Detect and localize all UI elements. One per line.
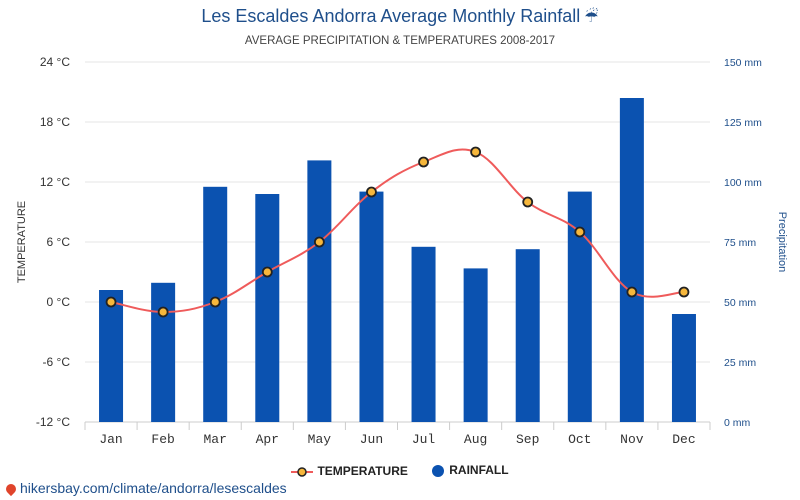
- y-tick-label-right: 75 mm: [724, 237, 756, 249]
- temperature-point: [678, 286, 690, 298]
- x-tick-label: May: [308, 432, 332, 447]
- x-tick-label: Nov: [620, 432, 644, 447]
- rainfall-bar: [307, 160, 332, 422]
- location-pin-icon: [3, 482, 19, 497]
- chart-title: Les Escaldes Andorra Average Monthly Rai…: [0, 6, 800, 27]
- temperature-point: [261, 266, 273, 278]
- y-axis-title-right: Precipitation: [776, 212, 788, 273]
- temperature-point: [366, 186, 377, 198]
- temperature-point: [209, 296, 221, 308]
- y-tick-label-right: 100 mm: [724, 177, 762, 189]
- temperature-point: [157, 306, 169, 318]
- rainfall-bar: [359, 191, 384, 422]
- y-tick-label-left: -12 °C: [36, 415, 70, 429]
- rainfall-bar: [151, 282, 176, 422]
- x-tick-label: Jul: [412, 432, 436, 447]
- y-tick-label-right: 150 mm: [724, 57, 762, 69]
- legend-item-temperature[interactable]: TEMPERATURE: [291, 463, 408, 478]
- temperature-point: [105, 296, 117, 308]
- rainfall-bar: [99, 290, 124, 422]
- rainfall-bar: [515, 249, 540, 422]
- temperature-point: [626, 286, 638, 298]
- y-tick-label-left: 12 °C: [40, 175, 70, 189]
- y-tick-label-left: 6 °C: [47, 235, 71, 249]
- y-tick-label-right: 125 mm: [724, 117, 762, 129]
- x-tick-label: Sep: [516, 432, 539, 447]
- chart-title-text: Les Escaldes Andorra Average Monthly Rai…: [201, 6, 581, 26]
- source-link-text: hikersbay.com/climate/andorra/lesescalde…: [20, 480, 287, 496]
- y-tick-label-right: 25 mm: [724, 357, 756, 369]
- temperature-point: [522, 196, 534, 208]
- x-tick-label: Apr: [256, 432, 279, 447]
- temperature-line: [110, 148, 685, 314]
- legend-item-rainfall[interactable]: RAINFALL: [431, 463, 509, 478]
- x-tick-label: Oct: [568, 432, 591, 447]
- legend-temperature-swatch: [291, 466, 314, 477]
- rainfall-bar: [255, 194, 280, 422]
- legend-temperature-label: TEMPERATURE: [317, 463, 408, 478]
- x-tick-label: Jun: [360, 432, 383, 447]
- rainfall-bar: [411, 246, 436, 422]
- source-link[interactable]: hikersbay.com/climate/andorra/lesescalde…: [3, 480, 287, 497]
- x-tick-label: Jan: [99, 432, 122, 447]
- rainfall-bar: [671, 314, 696, 422]
- y-tick-label-right: 0 mm: [724, 417, 751, 429]
- y-tick-label-left: -6 °C: [43, 355, 71, 369]
- temperature-point: [418, 156, 429, 168]
- rainfall-bar: [463, 268, 488, 422]
- chart-subtitle: AVERAGE PRECIPITATION & TEMPERATURES 200…: [244, 35, 556, 47]
- temperature-point: [313, 236, 325, 248]
- x-tick-label: Aug: [464, 432, 487, 447]
- temperature-point: [470, 146, 482, 158]
- y-tick-label-right: 50 mm: [724, 297, 756, 309]
- legend-rainfall-label: RAINFALL: [449, 463, 509, 478]
- chart-legend: TEMPERATURE RAINFALL: [0, 463, 800, 478]
- umbrella-icon: ☔: [584, 7, 599, 26]
- rainfall-bar: [619, 98, 644, 422]
- temperature-point: [574, 226, 586, 238]
- legend-rainfall-swatch: [432, 465, 445, 478]
- y-tick-label-left: 0 °C: [47, 295, 71, 309]
- y-axis-title-left: TEMPERATURE: [16, 201, 28, 283]
- x-tick-label: Dec: [672, 432, 695, 447]
- x-tick-label: Feb: [151, 432, 174, 447]
- x-tick-label: Mar: [204, 432, 227, 447]
- y-tick-label-left: 18 °C: [40, 115, 70, 129]
- y-tick-label-left: 24 °C: [40, 55, 70, 69]
